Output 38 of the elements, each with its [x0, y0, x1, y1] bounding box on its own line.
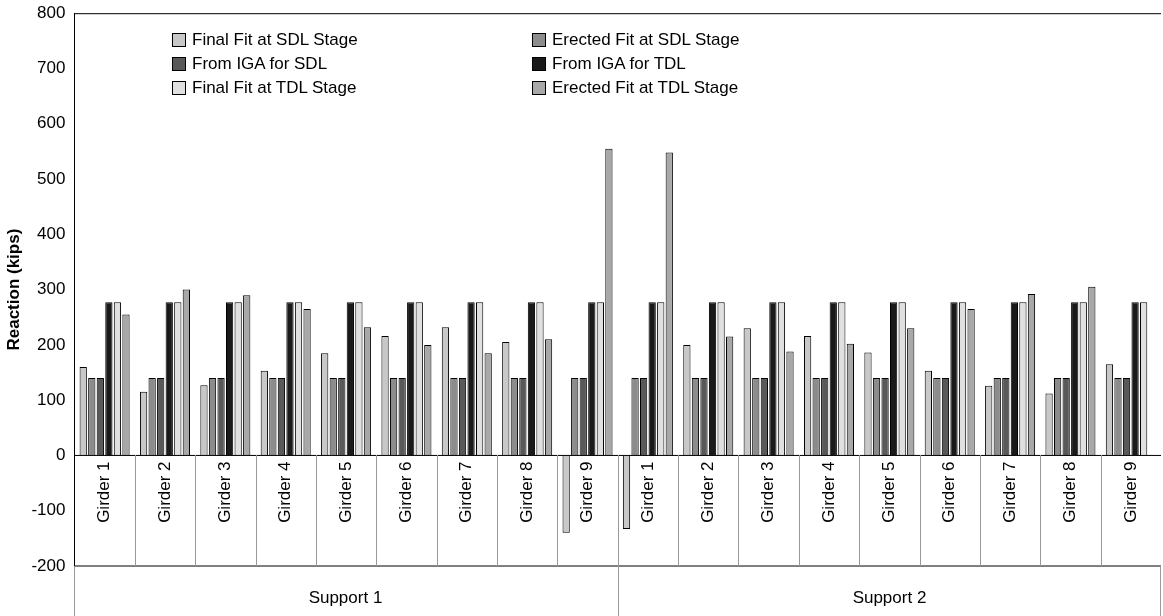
legend-label: Erected Fit at TDL Stage	[552, 78, 739, 98]
y-tick-label: 200	[37, 334, 66, 354]
x-tick-label: Girder 2	[697, 461, 717, 523]
x-tick-label: Girder 8	[1060, 461, 1080, 523]
y-tick-label: 100	[37, 389, 66, 409]
x-tick-label: Girder 5	[335, 461, 355, 523]
x-tick-label: Girder 3	[215, 461, 235, 523]
x-tick-label: Girder 1	[637, 461, 657, 523]
x-tick-label: Girder 7	[999, 461, 1019, 523]
x-tick-label: Girder 2	[154, 461, 174, 523]
legend-label: Final Fit at SDL Stage	[192, 30, 358, 50]
y-tick-label: 700	[37, 58, 66, 78]
legend-label: Final Fit at TDL Stage	[192, 78, 357, 98]
y-tick-label: -200	[31, 555, 66, 575]
y-tick-label: 500	[37, 168, 66, 188]
y-tick-label: 600	[37, 113, 66, 133]
x-tick-label: Girder 4	[275, 461, 295, 523]
legend-label: From IGA for SDL	[192, 54, 328, 74]
legend-label: Erected Fit at SDL Stage	[552, 30, 740, 50]
x-tick-label: Girder 4	[818, 461, 838, 523]
x-tick-label: Girder 9	[577, 461, 597, 523]
x-tick-label: Girder 8	[516, 461, 536, 523]
text: Support 1	[307, 588, 384, 608]
x-tick-label: Girder 9	[1120, 461, 1140, 523]
x-tick-label: Girder 1	[94, 461, 114, 523]
x-tick-label: Girder 3	[758, 461, 778, 523]
y-tick-label: 800	[37, 2, 66, 22]
x-tick-label: Girder 5	[879, 461, 899, 523]
x-tick-label: Girder 7	[456, 461, 476, 523]
legend-label: From IGA for TDL	[552, 54, 686, 74]
x-tick-label: Girder 6	[396, 461, 416, 523]
text: Support 2	[851, 588, 928, 608]
x-tick-label: Girder 6	[939, 461, 959, 523]
y-tick-label: -100	[31, 500, 66, 520]
y-axis-title: Reaction (kips)	[3, 228, 23, 351]
y-tick-label: 0	[55, 445, 66, 465]
y-tick-label: 300	[37, 279, 66, 299]
y-tick-label: 400	[37, 224, 66, 244]
